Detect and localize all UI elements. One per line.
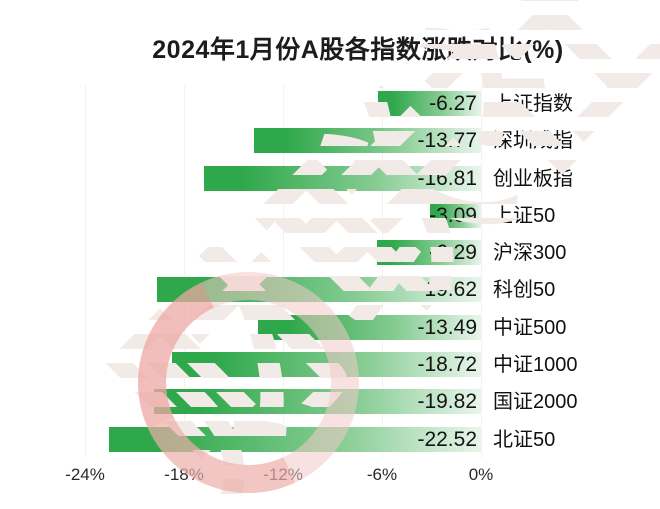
- chart-plot-area: -6.27 上证指数 -13.77 深圳成指 -16.81 创业板指 -3.09 上证50 -6…: [65, 85, 578, 484]
- bar-row: -6.27 上证指数: [85, 91, 573, 116]
- bar-row: -22.52 北证50: [85, 426, 555, 452]
- bar-category-label: 创业板指: [493, 167, 573, 190]
- bar-category-label: 国证2000: [493, 391, 578, 414]
- bar: [377, 240, 481, 266]
- x-axis-tick: -24%: [65, 465, 105, 484]
- bar-value-label: -6.27: [429, 92, 477, 115]
- bar-category-label: 中证500: [493, 316, 567, 339]
- bar: [253, 128, 481, 154]
- bar-category-label: 科创50: [493, 279, 556, 302]
- x-axis-tick: -18%: [164, 465, 204, 484]
- bar-category-label: 深圳成指: [493, 130, 573, 153]
- bar-rows: -6.27 上证指数 -13.77 深圳成指 -16.81 创业板指 -3.09 上证50 -6…: [85, 91, 578, 452]
- bar: [153, 389, 481, 415]
- bar-row: -18.72 中证1000: [85, 352, 578, 378]
- bar-row: -19.62 科创50: [85, 277, 555, 303]
- bar-category-label: 上证50: [493, 204, 556, 227]
- x-gridline: [481, 85, 482, 458]
- bar: [109, 426, 481, 452]
- x-gridline: [85, 85, 86, 458]
- chart-title: 2024年1月份A股各指数涨跌对比(%): [152, 36, 564, 64]
- bar-value-label: -6.29: [429, 241, 477, 265]
- x-gridline: [382, 85, 383, 458]
- bar-value-label: -19.82: [417, 390, 477, 414]
- bar-category-label: 北证50: [493, 428, 556, 451]
- bar-category-label: 中证1000: [493, 354, 578, 377]
- bar-value-label: -16.81: [417, 166, 477, 190]
- x-axis-tick: -12%: [263, 465, 303, 484]
- x-axis-tick: 0%: [468, 465, 494, 484]
- bar: [258, 314, 481, 340]
- bar-row: -13.77 深圳成指: [85, 128, 573, 154]
- bar-row: -13.49 中证500: [85, 314, 566, 340]
- bar-value-label: -13.49: [417, 315, 477, 339]
- bar-category-label: 沪深300: [493, 242, 567, 265]
- bar-value-label: -13.77: [417, 129, 477, 153]
- bar: [377, 91, 481, 116]
- bar-value-label: -18.72: [417, 353, 477, 377]
- bar-category-label: 上证指数: [493, 93, 573, 115]
- bar-row: -16.81 创业板指: [85, 165, 573, 191]
- bar: [430, 202, 481, 228]
- bar-value-label: -19.62: [417, 278, 477, 302]
- bar: [203, 165, 481, 191]
- bar-row: -19.82 国证2000: [85, 389, 578, 415]
- bar: [172, 352, 481, 378]
- x-axis-tick: -6%: [366, 465, 398, 484]
- x-gridline: [184, 85, 185, 458]
- x-gridline: [283, 85, 284, 458]
- bar-row: -3.09 上证50: [85, 202, 555, 228]
- bar-value-label: -3.09: [429, 203, 477, 227]
- bar-value-label: -22.52: [417, 427, 477, 451]
- x-axis: -24% -18% -12% -6% 0%: [65, 465, 493, 485]
- bar-row: -6.29 沪深300: [85, 240, 566, 266]
